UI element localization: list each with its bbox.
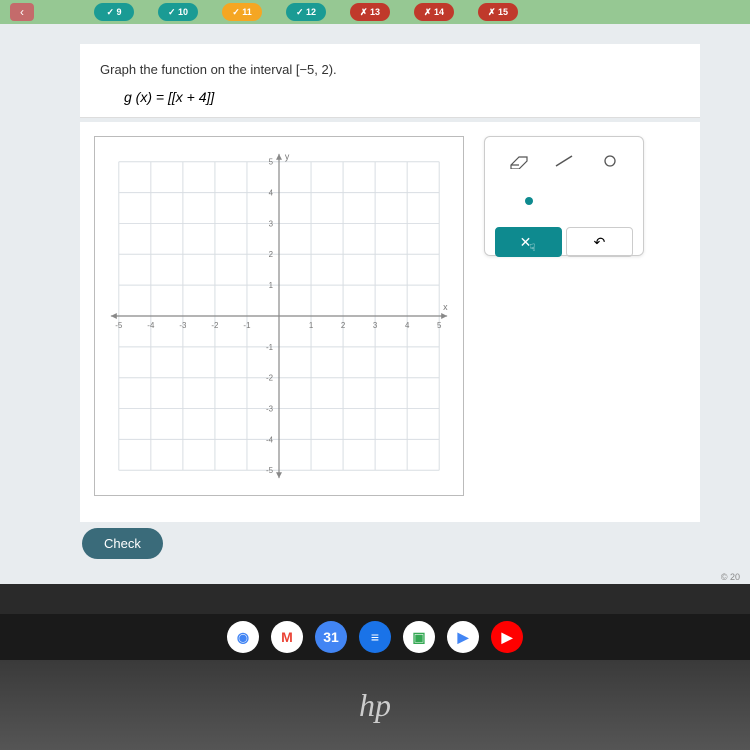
svg-text:-4: -4 <box>266 435 274 444</box>
progress-pill[interactable]: ✗ 15 <box>478 3 518 21</box>
svg-text:-1: -1 <box>266 343 274 352</box>
svg-text:5: 5 <box>437 321 442 330</box>
clear-button[interactable]: ✕ ☟ <box>495 227 562 257</box>
taskbar-app-icon[interactable]: ▣ <box>403 621 435 653</box>
progress-pill[interactable]: ✓ 10 <box>158 3 198 21</box>
svg-text:x: x <box>443 302 448 312</box>
question-prompt: Graph the function on the interval [−5, … <box>100 62 680 77</box>
line-icon <box>553 153 575 169</box>
progress-pill[interactable]: ✓ 12 <box>286 3 326 21</box>
svg-text:1: 1 <box>309 321 314 330</box>
eraser-tool[interactable] <box>498 147 538 175</box>
svg-text:-5: -5 <box>266 466 274 475</box>
progress-nav: ‹ ✓ 9 ✓ 10 ✓ 11 ✓ 12 ✗ 13 ✗ 14 ✗ 15 <box>0 0 750 24</box>
tool-palette: ✕ ☟ ↶ <box>484 136 644 256</box>
graph-canvas[interactable]: -5-4-3-2-112345-5-4-3-2-112345xy <box>94 136 464 496</box>
formula-lhs: g (x) = <box>124 89 168 105</box>
copyright-text: © 20 <box>721 572 740 582</box>
taskbar: ◉ M 31 ≡ ▣ ▶ ▶ <box>0 614 750 660</box>
back-button[interactable]: ‹ <box>10 3 34 21</box>
svg-text:-3: -3 <box>179 321 187 330</box>
open-circle-icon <box>603 154 617 168</box>
taskbar-app-icon[interactable]: M <box>271 621 303 653</box>
laptop-bezel: hp <box>0 660 750 750</box>
svg-text:-2: -2 <box>211 321 218 330</box>
svg-text:4: 4 <box>269 189 274 198</box>
closed-circle-tool[interactable] <box>509 187 549 215</box>
taskbar-app-icon[interactable]: ◉ <box>227 621 259 653</box>
question-formula: g (x) = [[x + 4]] <box>124 89 680 105</box>
question-card: Graph the function on the interval [−5, … <box>80 44 700 118</box>
svg-text:2: 2 <box>269 250 273 259</box>
svg-text:y: y <box>285 152 290 162</box>
svg-text:4: 4 <box>405 321 410 330</box>
formula-rhs: [[x + 4]] <box>168 89 214 105</box>
open-circle-tool[interactable] <box>590 147 630 175</box>
progress-pill[interactable]: ✓ 11 <box>222 3 262 21</box>
progress-pill[interactable]: ✓ 9 <box>94 3 134 21</box>
progress-pill[interactable]: ✗ 14 <box>414 3 454 21</box>
svg-text:3: 3 <box>373 321 378 330</box>
taskbar-app-icon[interactable]: ▶ <box>447 621 479 653</box>
undo-button[interactable]: ↶ <box>566 227 633 257</box>
svg-text:-3: -3 <box>266 405 274 414</box>
content-area: Graph the function on the interval [−5, … <box>0 24 750 584</box>
work-area: -5-4-3-2-112345-5-4-3-2-112345xy <box>80 122 700 522</box>
taskbar-app-icon[interactable]: ≡ <box>359 621 391 653</box>
svg-text:-2: -2 <box>266 374 273 383</box>
svg-text:-5: -5 <box>115 321 123 330</box>
eraser-icon <box>507 153 529 169</box>
check-button[interactable]: Check <box>82 528 163 559</box>
svg-text:-4: -4 <box>147 321 155 330</box>
hp-logo: hp <box>359 687 391 724</box>
line-tool[interactable] <box>544 147 584 175</box>
closed-circle-icon <box>523 195 535 207</box>
svg-text:-1: -1 <box>243 321 251 330</box>
svg-text:2: 2 <box>341 321 345 330</box>
taskbar-app-icon[interactable]: ▶ <box>491 621 523 653</box>
svg-text:3: 3 <box>269 219 274 228</box>
hand-cursor-icon: ☟ <box>529 243 535 254</box>
svg-text:5: 5 <box>269 158 274 167</box>
progress-pill[interactable]: ✗ 13 <box>350 3 390 21</box>
svg-text:1: 1 <box>269 281 274 290</box>
taskbar-app-icon[interactable]: 31 <box>315 621 347 653</box>
